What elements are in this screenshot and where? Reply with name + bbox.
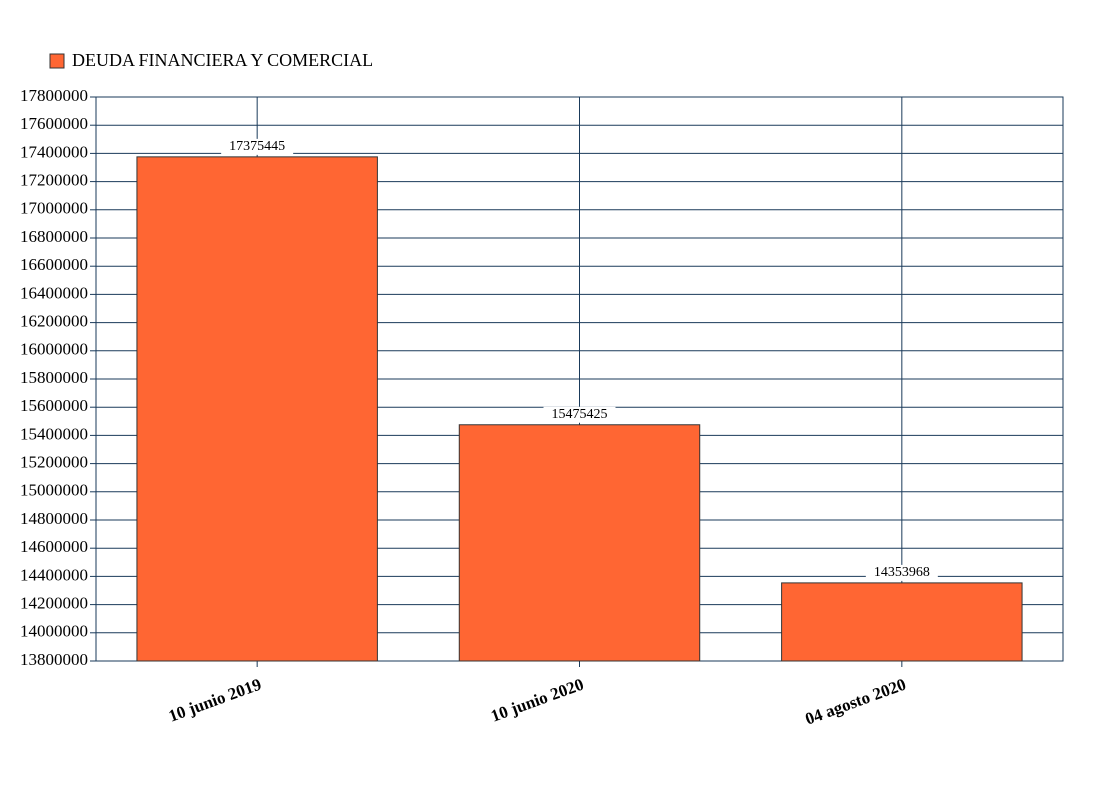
y-tick-label: 15200000 xyxy=(20,453,88,472)
y-tick-label: 14600000 xyxy=(20,537,88,556)
y-tick-label: 16200000 xyxy=(20,312,88,331)
x-tick-label: 10 junio 2019 xyxy=(166,675,264,726)
y-tick-label: 17200000 xyxy=(20,171,88,190)
y-tick-label: 15800000 xyxy=(20,368,88,387)
value-label-bg xyxy=(543,406,616,423)
y-tick-label: 16600000 xyxy=(20,255,88,274)
y-tick-label: 15400000 xyxy=(20,424,88,443)
y-tick-label: 16400000 xyxy=(20,283,88,302)
x-tick-label-group: 10 junio 2019 xyxy=(166,675,264,726)
value-label: 14353968 xyxy=(874,565,930,580)
value-label-bg xyxy=(221,138,294,155)
legend-label: DEUDA FINANCIERA Y COMERCIAL xyxy=(72,50,373,70)
y-tick-label: 15000000 xyxy=(20,481,88,500)
y-tick-label: 17000000 xyxy=(20,199,88,218)
y-tick-label: 14800000 xyxy=(20,509,88,528)
x-tick-label: 04 agosto 2020 xyxy=(803,675,909,729)
y-tick-label: 16000000 xyxy=(20,340,88,359)
x-tick-label: 10 junio 2020 xyxy=(488,675,586,726)
y-tick-label: 15600000 xyxy=(20,396,88,415)
y-tick-label: 14200000 xyxy=(20,594,88,613)
value-label: 17375445 xyxy=(229,139,285,154)
y-tick-label: 14400000 xyxy=(20,565,88,584)
y-tick-label: 17800000 xyxy=(20,86,88,105)
y-tick-label: 13800000 xyxy=(20,650,88,669)
bar xyxy=(781,582,1023,662)
y-tick-label: 17600000 xyxy=(20,114,88,133)
bar xyxy=(136,156,378,662)
bar xyxy=(458,424,701,662)
y-tick-label: 16800000 xyxy=(20,227,88,246)
y-tick-label: 17400000 xyxy=(20,142,88,161)
legend-swatch xyxy=(49,53,65,69)
value-label: 15475425 xyxy=(552,407,608,422)
x-tick-label-group: 04 agosto 2020 xyxy=(803,675,909,729)
y-tick-label: 14000000 xyxy=(20,622,88,641)
x-tick-label-group: 10 junio 2020 xyxy=(488,675,586,726)
value-label-bg xyxy=(865,564,938,581)
